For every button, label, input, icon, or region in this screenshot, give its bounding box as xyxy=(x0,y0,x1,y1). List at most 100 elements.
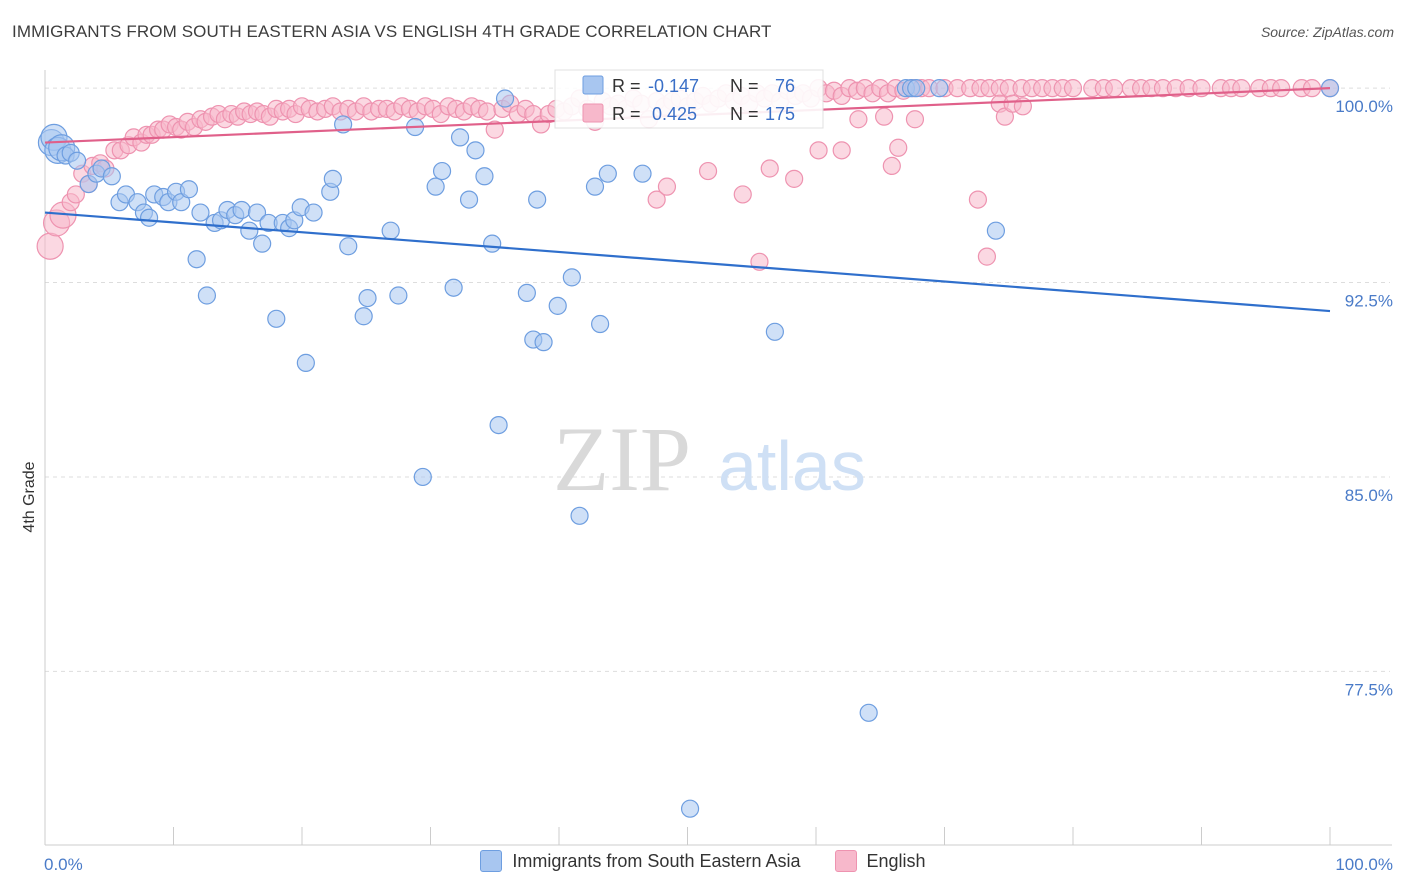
sea-point-44 xyxy=(339,237,358,256)
sea-point-58 xyxy=(483,234,502,253)
english-point-159 xyxy=(760,159,779,178)
english-point-150 xyxy=(1272,79,1291,98)
x-tick-label-1: 100.0% xyxy=(1335,855,1393,874)
sea-point-56 xyxy=(466,141,485,160)
y-tick-label-1: 92.5% xyxy=(1345,292,1393,311)
english-point-164 xyxy=(875,107,894,126)
sea-point-22 xyxy=(187,250,206,269)
sea-point-78 xyxy=(930,79,949,98)
sea-point-57 xyxy=(475,167,494,186)
sea-point-30 xyxy=(240,221,259,240)
y-tick-labels: 100.0% 92.5% 85.0% 77.5% xyxy=(1335,97,1393,699)
sea-point-70 xyxy=(598,164,617,183)
legend-pink-r-label: R = xyxy=(612,104,641,124)
legend-item-sea[interactable]: Immigrants from South Eastern Asia xyxy=(480,850,801,872)
legend-pink-swatch xyxy=(582,103,604,123)
legend-blue-n-label: N = xyxy=(730,76,759,96)
sea-point-65 xyxy=(548,296,567,315)
sea-point-77 xyxy=(907,79,926,98)
sea-point-45 xyxy=(354,307,373,326)
sea-point-52 xyxy=(432,161,452,181)
english-point-155 xyxy=(657,177,677,196)
english-point-162 xyxy=(832,141,851,160)
sea-point-10 xyxy=(102,167,121,186)
sea-point-71 xyxy=(633,164,652,183)
sea-point-54 xyxy=(450,128,470,147)
sea-point-53 xyxy=(444,278,463,297)
english-point-137 xyxy=(1105,79,1124,98)
sea-point-39 xyxy=(296,353,315,372)
english-point-4 xyxy=(66,185,85,204)
sea-point-50 xyxy=(413,467,432,487)
english-point-65 xyxy=(485,120,504,139)
english-point-160 xyxy=(785,169,804,188)
sea-point-79 xyxy=(986,221,1006,240)
sea-point-68 xyxy=(585,177,605,196)
sea-points xyxy=(37,79,1340,818)
sea-point-32 xyxy=(253,234,272,253)
sea-point-34 xyxy=(267,309,286,328)
english-point-168 xyxy=(968,190,988,209)
sea-point-66 xyxy=(562,268,581,287)
sea-point-6 xyxy=(68,151,87,170)
sea-point-72 xyxy=(680,799,700,818)
y-tick-label-3: 77.5% xyxy=(1345,680,1393,699)
english-point-134 xyxy=(1063,79,1083,98)
sea-point-64 xyxy=(534,333,553,352)
legend-pink-r-value: 0.425 xyxy=(652,104,697,124)
sea-point-15 xyxy=(139,208,159,227)
sea-point-21 xyxy=(179,180,199,199)
english-point-157 xyxy=(733,185,752,204)
y-tick-label-0: 100.0% xyxy=(1335,97,1393,116)
sea-point-31 xyxy=(247,203,267,222)
axes xyxy=(44,70,1392,846)
watermark-zip: ZIP xyxy=(553,408,691,510)
sea-swatch xyxy=(480,850,503,872)
english-point-154 xyxy=(647,190,666,209)
watermark-atlas: atlas xyxy=(718,427,866,505)
english-point-0 xyxy=(36,232,64,260)
sea-point-46 xyxy=(358,288,377,308)
legend-blue-r-value: -0.147 xyxy=(648,76,699,96)
english-point-163 xyxy=(849,110,868,129)
sea-point-48 xyxy=(389,286,408,305)
sea-point-23 xyxy=(191,203,210,222)
x-tick-labels: 0.0% 100.0% xyxy=(44,855,1393,874)
legend-pink-n-value: 175 xyxy=(765,104,795,124)
english-point-169 xyxy=(977,247,997,266)
english-point-161 xyxy=(809,141,828,160)
sea-point-74 xyxy=(859,703,878,722)
legend-pink-n-label: N = xyxy=(730,104,759,124)
sea-point-42 xyxy=(323,169,342,188)
legend-blue-swatch xyxy=(582,75,604,95)
sea-point-60 xyxy=(495,89,515,108)
legend-blue-n-value: 76 xyxy=(775,76,795,96)
sea-point-61 xyxy=(517,283,536,303)
sea-point-73 xyxy=(765,322,784,341)
sea-point-59 xyxy=(489,416,508,435)
legend-item-english-label: English xyxy=(866,850,926,871)
source-label: Source: ZipAtlas.com xyxy=(1260,24,1394,40)
english-point-64 xyxy=(477,102,497,121)
sea-point-69 xyxy=(591,314,610,334)
legend-item-english[interactable]: English xyxy=(834,850,926,872)
sea-point-47 xyxy=(381,221,400,240)
english-swatch xyxy=(834,850,857,872)
english-point-166 xyxy=(889,138,908,157)
sea-point-67 xyxy=(570,506,589,525)
gridlines xyxy=(45,87,1390,672)
sea-point-29 xyxy=(232,200,251,220)
english-point-156 xyxy=(698,161,718,181)
sea-point-51 xyxy=(426,177,445,196)
x-tick-label-0: 0.0% xyxy=(44,855,83,874)
english-point-167 xyxy=(905,110,925,129)
english-point-165 xyxy=(882,156,901,176)
sea-point-40 xyxy=(304,203,323,222)
sea-point-55 xyxy=(459,190,479,209)
sea-trend-line xyxy=(44,211,1331,313)
chart-title: IMMIGRANTS FROM SOUTH EASTERN ASIA VS EN… xyxy=(12,22,772,41)
sea-point-24 xyxy=(197,286,217,305)
sea-point-63 xyxy=(528,190,547,209)
english-point-147 xyxy=(1232,79,1251,98)
